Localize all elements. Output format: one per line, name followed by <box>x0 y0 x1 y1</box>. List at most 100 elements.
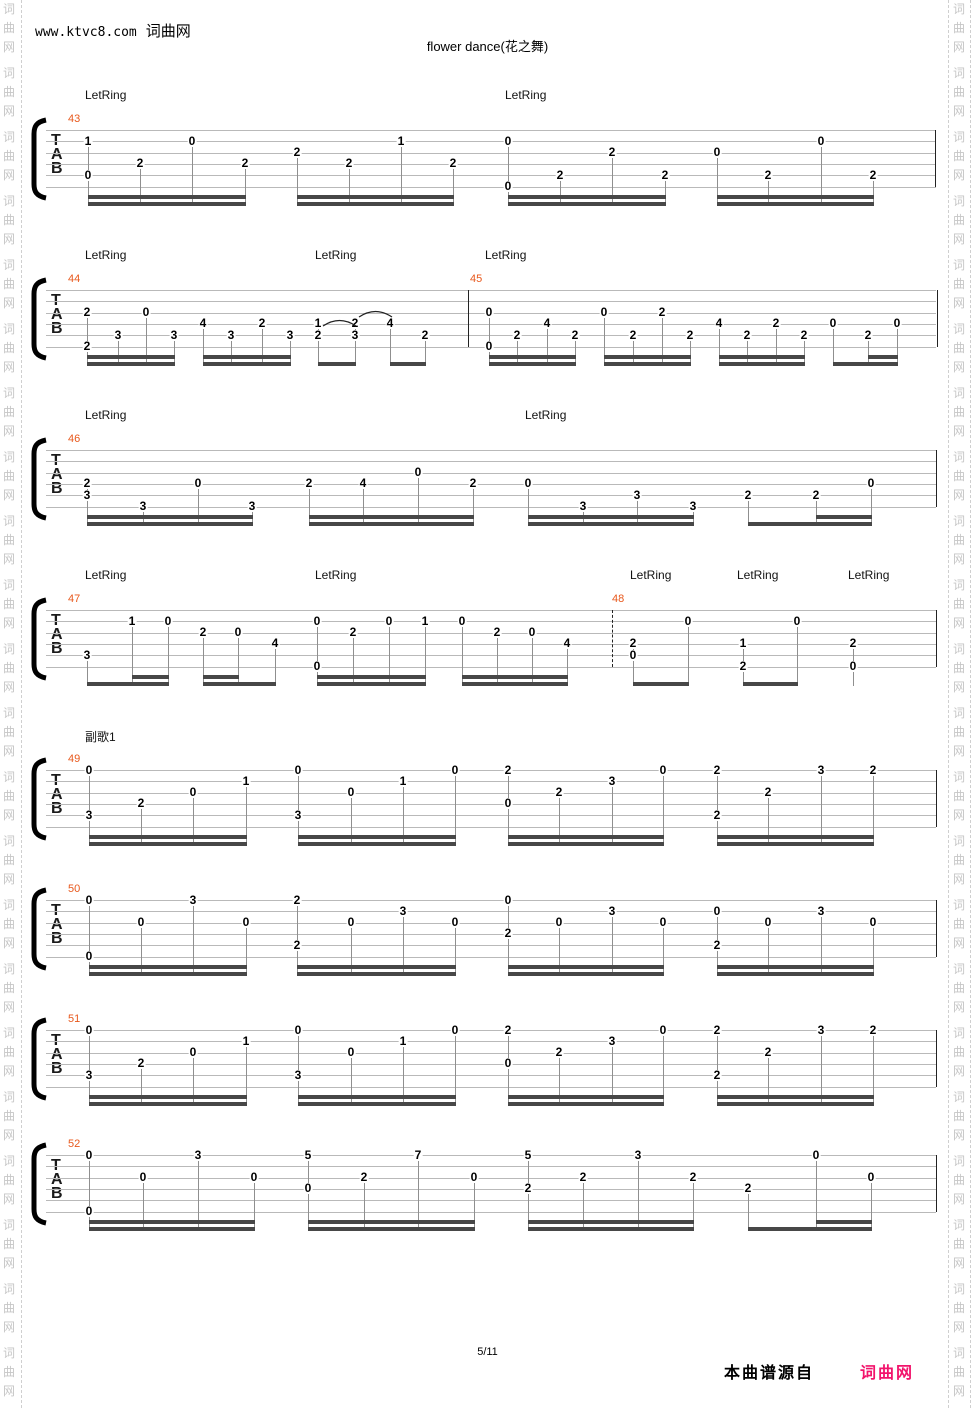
tab-note: 2 <box>742 327 752 342</box>
tab-clef-letter: T <box>51 903 61 919</box>
beam <box>89 842 247 846</box>
tab-note: 3 <box>632 487 642 502</box>
beam <box>309 515 474 519</box>
tab-note: 0 <box>138 1170 148 1185</box>
beam <box>719 362 805 366</box>
note-stem <box>638 1160 639 1231</box>
watermark-char: 网 <box>2 104 15 118</box>
tab-note: 2 <box>799 327 809 342</box>
watermark-char: 词 <box>952 66 965 80</box>
watermark-group: 词曲网 <box>953 512 965 569</box>
tab-note: 1 <box>738 636 748 651</box>
tab-note: 2 <box>313 327 323 342</box>
tab-note: 2 <box>763 1045 773 1060</box>
watermark-char: 词 <box>2 1346 15 1360</box>
watermark-char: 曲 <box>952 917 965 931</box>
note-stem <box>418 1160 419 1231</box>
tab-note: 0 <box>84 949 94 963</box>
watermark-group: 词曲网 <box>953 832 965 889</box>
staff-bracket <box>31 1017 47 1101</box>
tab-note: 2 <box>503 926 513 941</box>
tab-note: 0 <box>599 305 609 320</box>
measure-number: 49 <box>68 753 81 765</box>
tab-note: 0 <box>763 915 773 930</box>
tab-note: 0 <box>828 316 838 331</box>
staff-line <box>46 141 936 143</box>
note-stem <box>425 340 426 366</box>
tab-note: 0 <box>848 659 858 673</box>
tab-note: 0 <box>188 1045 198 1060</box>
beam <box>297 972 456 976</box>
tab-clef-letter: A <box>51 916 63 933</box>
note-stem <box>245 168 246 206</box>
watermark-char: 词 <box>2 194 15 208</box>
watermark-char: 曲 <box>952 405 965 419</box>
tab-note: 1 <box>83 133 93 148</box>
note-stem <box>453 168 454 206</box>
staff-line <box>46 1041 936 1043</box>
watermark-group: 词曲网 <box>953 1216 965 1273</box>
tab-note: 3 <box>138 499 148 513</box>
measure-number: 45 <box>470 273 483 285</box>
tab-clef-letter: T <box>51 1033 61 1049</box>
page-indicator: 5/11 <box>477 1346 498 1358</box>
tab-note: 1 <box>420 613 430 628</box>
watermark-char: 曲 <box>952 597 965 611</box>
watermark-char: 网 <box>952 1256 965 1270</box>
watermark-char: 词 <box>952 834 965 848</box>
watermark-group: 词曲网 <box>953 1344 965 1401</box>
note-stem <box>873 180 874 206</box>
source-site-link[interactable]: 词曲网 <box>860 1365 915 1382</box>
barline <box>936 610 937 667</box>
tab-clef-letter: A <box>51 626 63 643</box>
watermark-char: 词 <box>952 1218 965 1232</box>
watermark-char: 词 <box>2 386 15 400</box>
note-stem <box>403 786 404 846</box>
tab-note: 0 <box>554 915 564 930</box>
note-stem <box>246 927 247 976</box>
tab-note: 2 <box>523 1181 533 1196</box>
beam <box>489 355 576 359</box>
note-stem <box>87 488 88 526</box>
watermark-group: 词曲网 <box>953 1152 965 1209</box>
staff-line <box>46 666 936 668</box>
tab-note: 0 <box>503 892 513 907</box>
watermark-char: 曲 <box>952 1365 965 1379</box>
watermark-group: 词曲网 <box>3 448 15 505</box>
tab-note: 3 <box>84 1067 94 1082</box>
note-stem <box>425 626 426 686</box>
tab-note: 2 <box>136 1056 146 1071</box>
watermark-char: 网 <box>952 1128 965 1142</box>
tab-note: 2 <box>763 167 773 182</box>
watermark-char: 词 <box>952 1282 965 1296</box>
watermark-char: 词 <box>2 578 15 592</box>
tab-note: 0 <box>816 133 826 148</box>
beam <box>298 1102 456 1106</box>
note-stem <box>559 1057 560 1106</box>
note-stem <box>246 1046 247 1106</box>
note-stem <box>132 626 133 686</box>
watermark-char: 词 <box>2 1218 15 1232</box>
tab-note: 3 <box>113 327 123 342</box>
watermark-char: 曲 <box>952 1173 965 1187</box>
watermark-char: 词 <box>2 258 15 272</box>
tab-note: 4 <box>270 636 280 651</box>
tab-note: 2 <box>868 1022 878 1037</box>
beam <box>89 1102 247 1106</box>
note-stem <box>528 488 529 526</box>
note-stem <box>747 340 748 366</box>
note-stem <box>168 626 169 686</box>
tab-clef-letter: A <box>51 146 63 163</box>
beam <box>132 675 169 679</box>
tab-note: 2 <box>420 327 430 342</box>
let-ring-label: LetRing <box>505 88 547 102</box>
watermark-char: 曲 <box>952 149 965 163</box>
note-stem <box>693 1182 694 1231</box>
header: www.ktvc8.com 词曲网 <box>35 20 191 41</box>
staff-line <box>46 506 936 508</box>
watermark-char: 曲 <box>2 661 15 675</box>
tab-note: 0 <box>293 762 303 777</box>
beam <box>88 202 246 206</box>
beam <box>489 362 576 366</box>
tab-note: 0 <box>527 625 537 640</box>
